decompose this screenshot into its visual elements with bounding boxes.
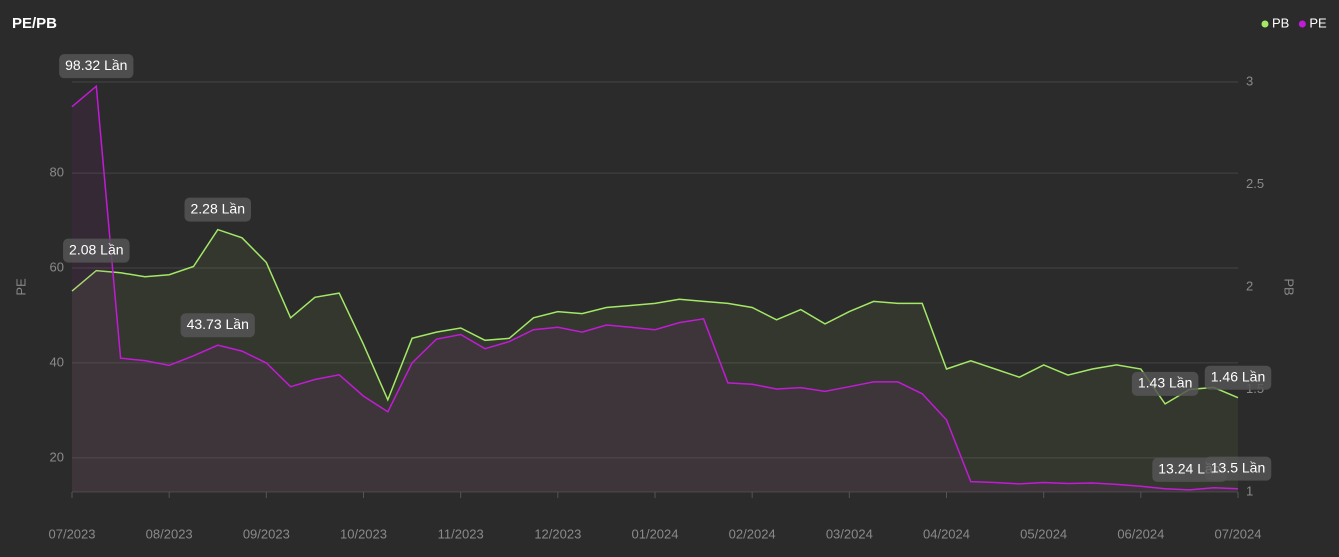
value-label-box <box>59 54 134 79</box>
value-label: 43.73 Lần <box>180 313 255 338</box>
x-tick-label: 04/2024 <box>923 526 970 541</box>
y-tick-label: 80 <box>50 165 64 180</box>
y2-tick-label: 1 <box>1246 483 1253 498</box>
y-tick-label: 60 <box>50 259 64 274</box>
x-tick-label: 01/2024 <box>632 526 679 541</box>
value-label: 1.46 Lần <box>1204 365 1272 390</box>
value-label-box <box>1204 456 1272 481</box>
value-label: 13.5 Lần <box>1204 456 1272 481</box>
x-tick-label: 11/2023 <box>438 526 484 541</box>
line <box>71 228 1239 405</box>
value-label: 1.43 Lần <box>1131 371 1199 396</box>
value-label: 98.32 Lần <box>59 54 134 79</box>
legend-marker <box>1298 20 1306 28</box>
x-tick-label: 05/2024 <box>1020 526 1067 541</box>
x-tick-label: 12/2023 <box>534 526 581 541</box>
line <box>71 84 1239 491</box>
area-fill <box>72 86 1238 492</box>
x-tick-label: 09/2023 <box>243 526 290 541</box>
area-fill <box>72 229 1238 492</box>
value-label-text: 1.46 Lần <box>1211 368 1266 384</box>
legend-label: PE <box>1309 15 1327 30</box>
x-tick-label: 10/2023 <box>340 526 387 541</box>
x-tick-label: 02/2024 <box>729 526 776 541</box>
value-label-box <box>1131 371 1199 396</box>
x-tick-label: 07/2023 <box>49 526 96 541</box>
y2-tick-label: 2 <box>1246 278 1253 293</box>
y2-axis-label: PB <box>1282 278 1297 295</box>
y-tick-label: 20 <box>50 449 64 464</box>
value-label-text: 2.28 Lần <box>191 200 246 216</box>
value-label-box <box>184 197 251 222</box>
value-label-text: 43.73 Lần <box>187 316 249 332</box>
chart-title: PE/PB <box>12 15 57 32</box>
value-label-text: 1.43 Lần <box>1138 375 1193 391</box>
x-tick-label: 03/2024 <box>826 526 873 541</box>
value-label: 2.28 Lần <box>184 197 251 222</box>
y2-tick-label: 2.5 <box>1246 176 1264 191</box>
value-label-box <box>1204 365 1272 390</box>
value-label-text: 2.08 Lần <box>69 241 124 257</box>
value-label-box <box>63 238 130 263</box>
legend-label: PB <box>1272 15 1289 30</box>
value-label-text: 98.32 Lần <box>65 57 127 73</box>
legend-marker <box>1261 20 1269 28</box>
value-label: 2.08 Lần <box>63 238 130 263</box>
y-tick-label: 40 <box>50 354 64 369</box>
x-tick-label: 07/2024 <box>1215 526 1262 541</box>
x-tick-label: 08/2023 <box>146 526 193 541</box>
value-label-text: 13.5 Lần <box>1211 459 1266 475</box>
value-label-box <box>180 313 255 338</box>
x-tick-label: 06/2024 <box>1117 526 1164 541</box>
y-axis-label: PE <box>13 278 28 296</box>
y2-tick-label: 3 <box>1246 73 1253 88</box>
